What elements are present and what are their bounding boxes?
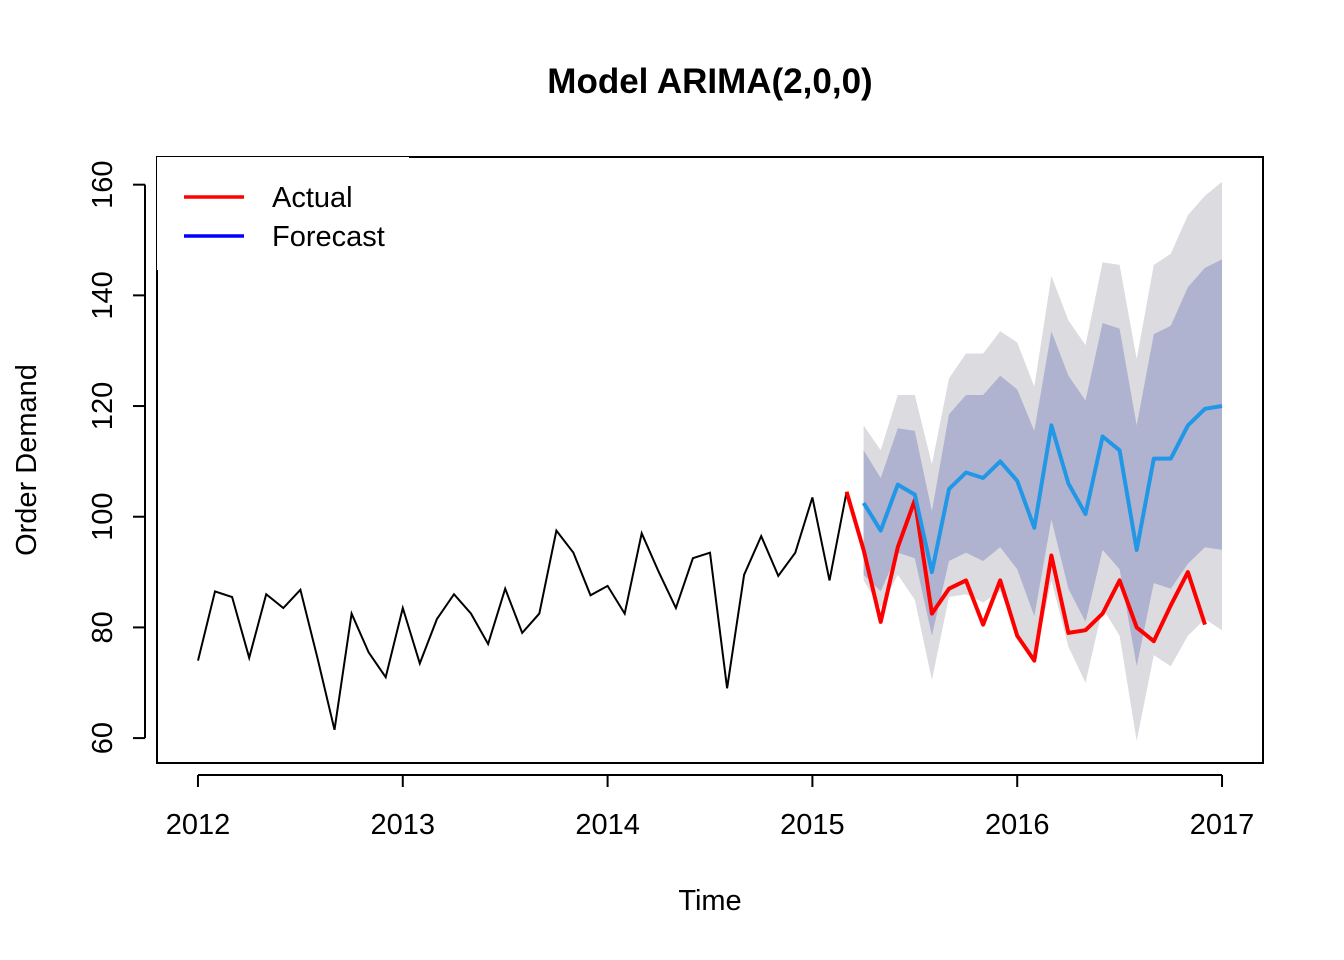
chart-title: Model ARIMA(2,0,0) (547, 62, 872, 101)
y-axis-label: Order Demand (11, 364, 43, 556)
x-tick-label-2015: 2015 (780, 809, 845, 841)
x-tick-label-2012: 2012 (166, 809, 231, 841)
x-tick-label-2016: 2016 (985, 809, 1050, 841)
x-tick-label-2013: 2013 (371, 809, 436, 841)
x-tick-label-2014: 2014 (575, 809, 640, 841)
forecast-band-80 (863, 259, 1222, 667)
y-tick-label-60: 60 (87, 722, 119, 754)
plot-frame (156, 156, 1264, 764)
series-forecast-line (861, 404, 1223, 575)
legend: Actual Forecast (157, 157, 409, 270)
y-tick-label-80: 80 (87, 611, 119, 643)
plot-area (197, 181, 1223, 741)
legend-label-forecast: Forecast (272, 221, 385, 253)
y-tick-label-140: 140 (87, 271, 119, 319)
legend-label-actual: Actual (272, 182, 353, 214)
axes: 2012 2013 2014 2015 2016 2017 60 80 100 120 140 160 (87, 161, 1254, 841)
legend-box (157, 157, 409, 270)
series-history-line (197, 491, 848, 731)
y-tick-label-120: 120 (87, 382, 119, 430)
y-tick-label-160: 160 (87, 161, 119, 209)
y-tick-label-100: 100 (87, 493, 119, 541)
x-axis-label: Time (678, 885, 741, 917)
series-actual-line (844, 491, 1207, 663)
x-tick-label-2017: 2017 (1190, 809, 1255, 841)
